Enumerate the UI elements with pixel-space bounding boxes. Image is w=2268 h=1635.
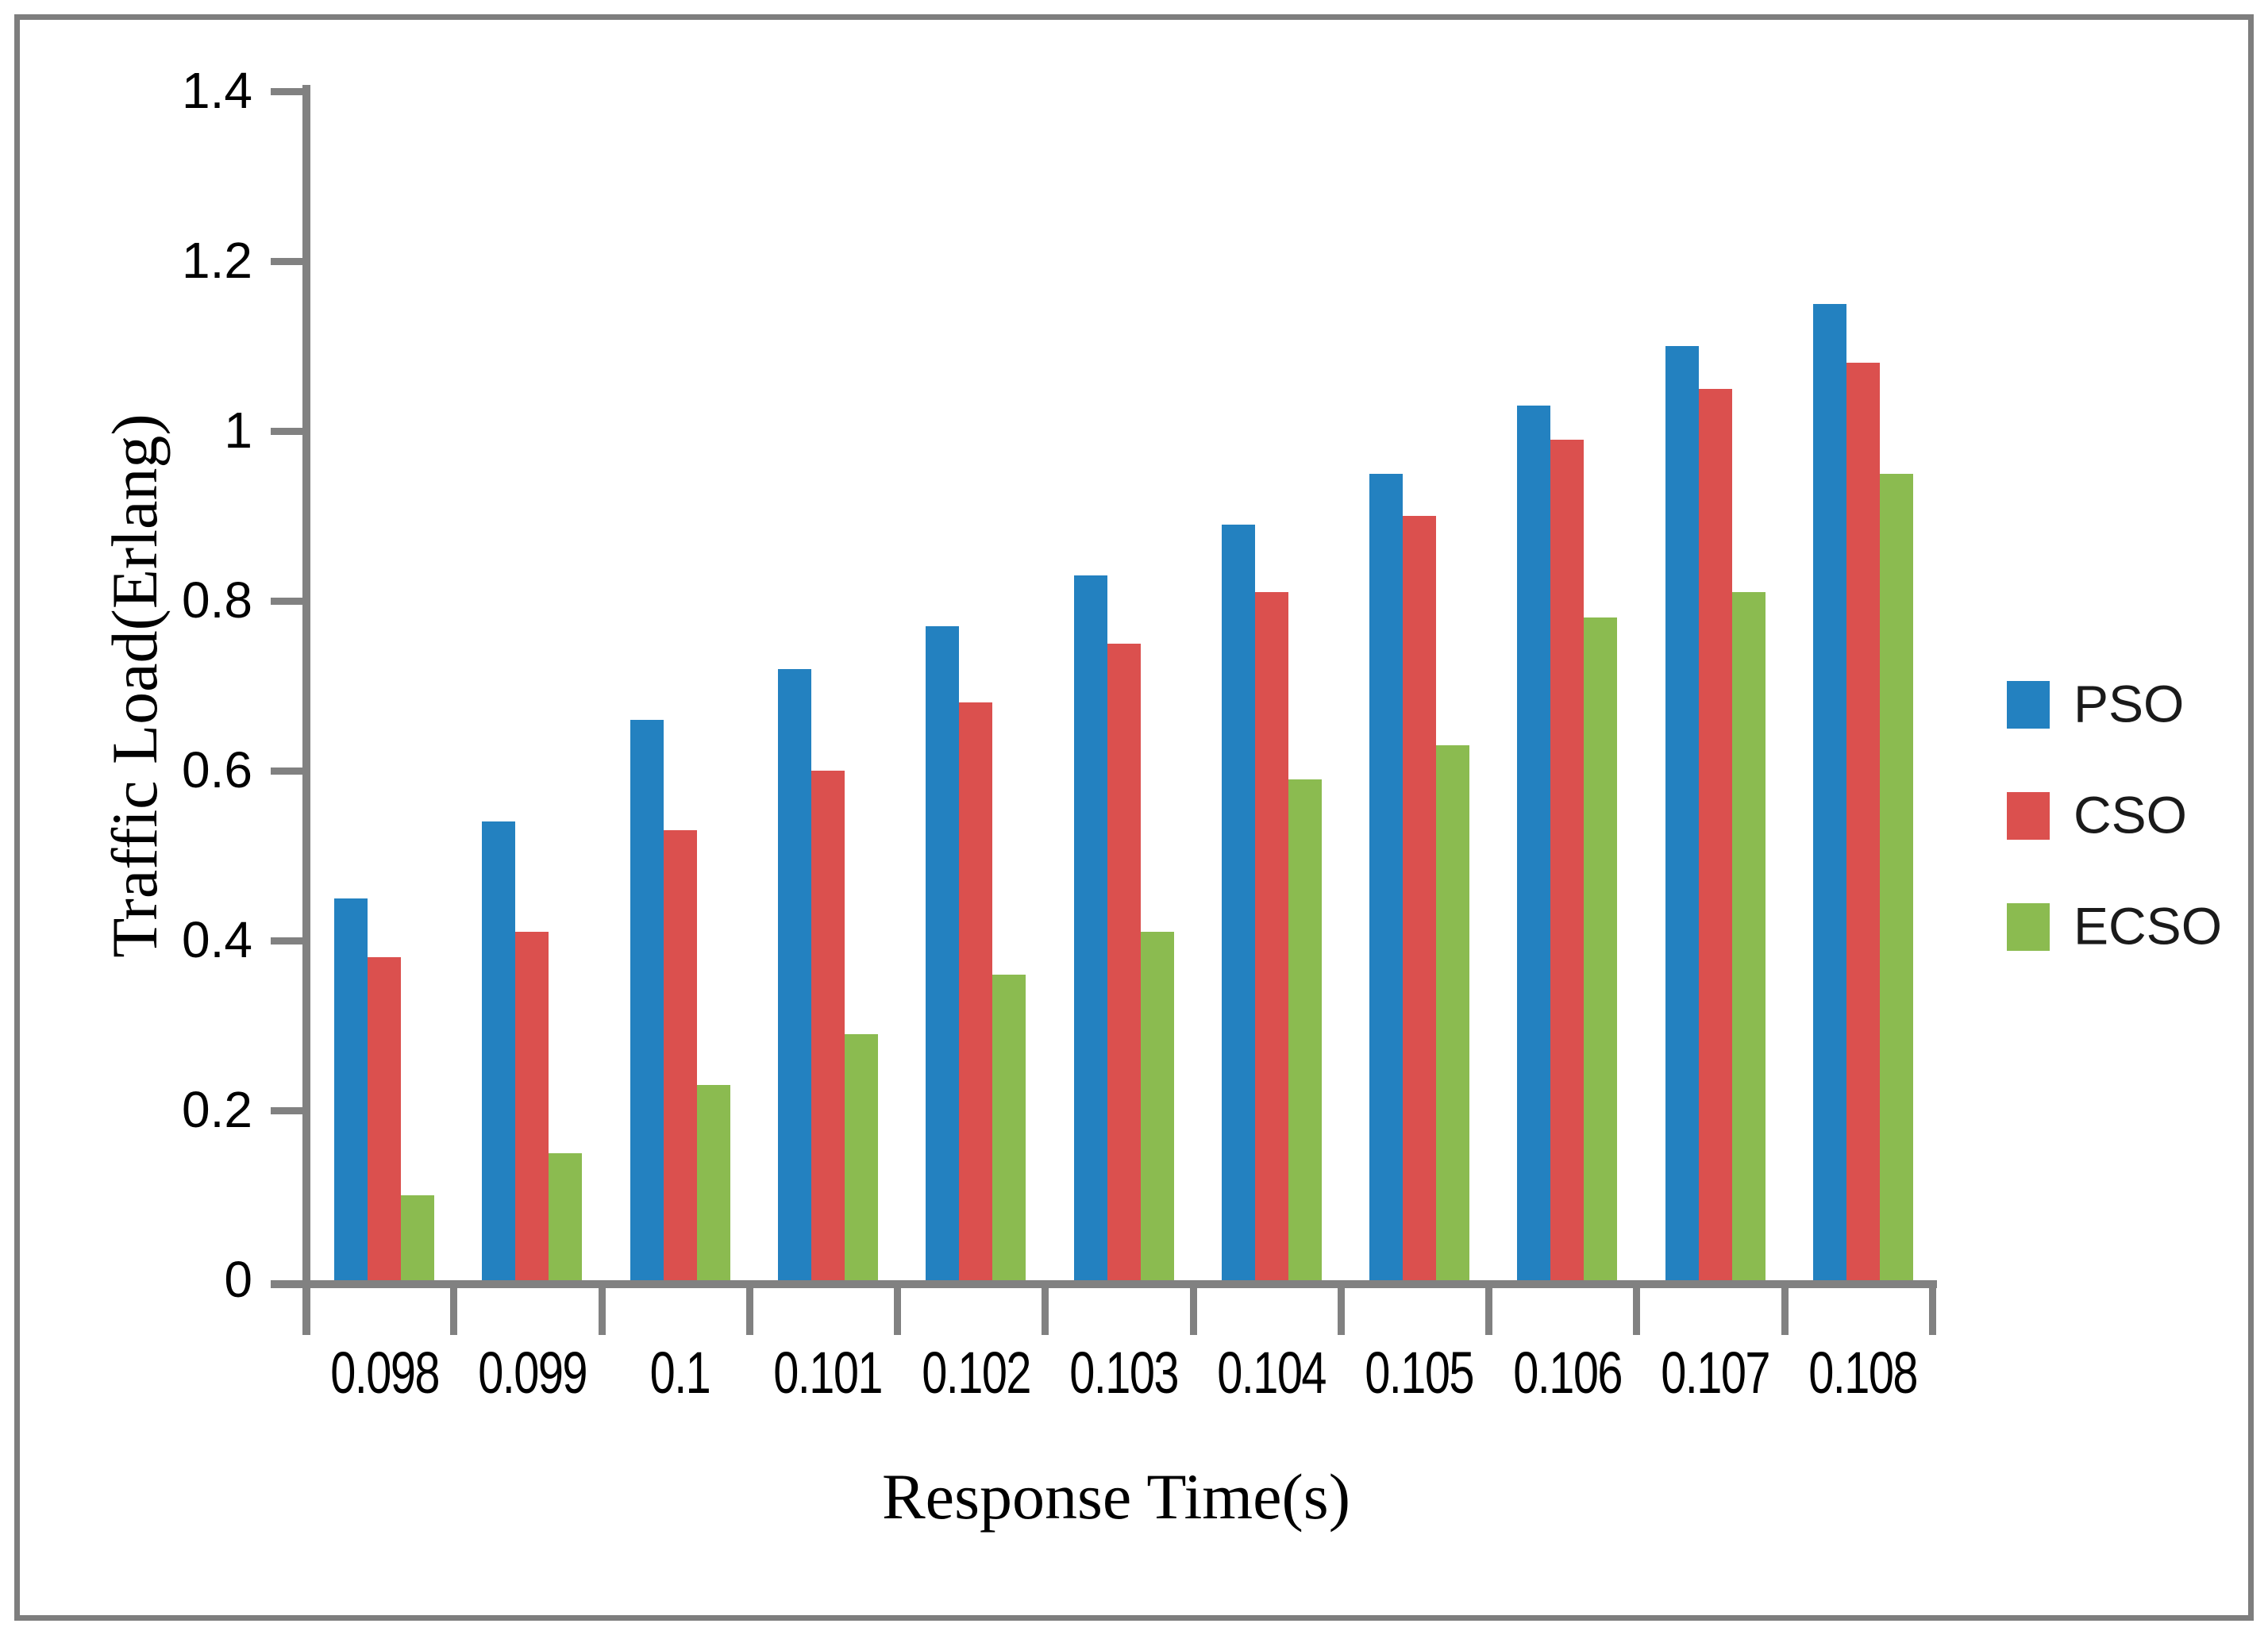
x-axis-line (271, 1280, 1937, 1288)
y-tick-mark (271, 1107, 302, 1114)
x-tick-label: 0.105 (1365, 1340, 1475, 1406)
bar-pso-0.107 (1665, 346, 1699, 1280)
x-tick-mark (1189, 1288, 1197, 1335)
x-tick-label: 0.107 (1661, 1340, 1770, 1406)
bar-ecso-0.108 (1879, 473, 1913, 1280)
bar-ecso-0.103 (1140, 932, 1174, 1280)
y-tick-label: 1.2 (182, 232, 252, 289)
x-tick-mark (1929, 1288, 1936, 1335)
legend-item-pso: PSO (2007, 674, 2261, 733)
legend-item-ecso: ECSO (2007, 896, 2261, 956)
x-tick-mark (450, 1288, 458, 1335)
y-tick-mark (271, 88, 302, 95)
y-tick-mark (271, 598, 302, 605)
x-axis-title: Response Time(s) (881, 1460, 1351, 1533)
y-tick-mark (271, 258, 302, 265)
y-axis-line (302, 85, 310, 1335)
y-tick-label: 1.4 (182, 62, 252, 119)
x-tick-label: 0.098 (329, 1340, 440, 1406)
y-tick-mark (271, 767, 302, 775)
bar-ecso-0.098 (401, 1195, 435, 1280)
x-tick-mark (598, 1288, 606, 1335)
x-tick-label: 0.101 (773, 1340, 884, 1406)
bar-ecso-0.107 (1731, 592, 1765, 1280)
x-tick-mark (1633, 1288, 1641, 1335)
x-tick-label: 0.099 (478, 1340, 587, 1406)
bar-cso-0.106 (1550, 439, 1585, 1280)
bar-cso-0.104 (1254, 592, 1288, 1280)
x-tick-mark (894, 1288, 902, 1335)
bar-cso-0.105 (1403, 516, 1437, 1280)
x-tick-mark (1337, 1288, 1345, 1335)
x-tick-label: 0.104 (1217, 1340, 1327, 1406)
bar-cso-0.101 (811, 771, 845, 1280)
bar-ecso-0.102 (992, 974, 1026, 1280)
bar-cso-0.1 (663, 829, 697, 1280)
bar-cso-0.102 (959, 702, 993, 1280)
bar-ecso-0.101 (844, 1033, 878, 1280)
legend-swatch-pso (2007, 681, 2050, 729)
x-tick-label: 0.106 (1512, 1340, 1623, 1406)
figure-border (14, 14, 2254, 1621)
y-tick-mark (271, 428, 302, 435)
y-tick-label: 1 (224, 402, 252, 459)
y-tick-label: 0 (224, 1251, 252, 1308)
x-tick-label: 0.102 (921, 1340, 1031, 1406)
bar-cso-0.107 (1698, 388, 1732, 1280)
bar-pso-0.098 (334, 898, 368, 1280)
legend-swatch-cso (2007, 792, 2050, 840)
bar-pso-0.106 (1517, 405, 1551, 1280)
y-tick-label: 0.2 (182, 1081, 252, 1138)
y-tick-label: 0.8 (182, 571, 252, 629)
legend-swatch-ecso (2007, 903, 2050, 951)
bar-pso-0.102 (926, 626, 960, 1280)
x-tick-mark (745, 1288, 753, 1335)
y-axis-title: Traffic Load(Erlang) (98, 414, 171, 958)
legend-item-cso: CSO (2007, 785, 2261, 844)
bar-pso-0.108 (1812, 303, 1846, 1280)
bar-pso-0.104 (1221, 524, 1255, 1280)
bar-pso-0.099 (482, 821, 516, 1280)
x-tick-label: 0.1 (649, 1340, 711, 1406)
bar-cso-0.098 (368, 957, 402, 1280)
bar-ecso-0.1 (696, 1084, 730, 1280)
x-tick-label: 0.108 (1808, 1340, 1919, 1406)
legend-label-ecso: ECSO (2074, 896, 2223, 956)
x-tick-mark (1781, 1288, 1789, 1335)
bar-ecso-0.106 (1584, 617, 1618, 1280)
bar-ecso-0.104 (1288, 779, 1322, 1280)
bar-cso-0.108 (1846, 363, 1880, 1280)
bar-cso-0.103 (1107, 643, 1141, 1280)
x-tick-mark (1042, 1288, 1049, 1335)
y-tick-mark (271, 937, 302, 944)
legend-label-cso: CSO (2074, 785, 2188, 844)
bar-pso-0.105 (1369, 473, 1404, 1280)
x-tick-label: 0.103 (1069, 1340, 1179, 1406)
y-tick-label: 0.4 (182, 911, 252, 968)
bar-cso-0.099 (515, 932, 549, 1280)
bar-pso-0.103 (1073, 575, 1107, 1280)
x-tick-mark (1485, 1288, 1493, 1335)
bar-pso-0.101 (777, 668, 811, 1280)
legend-label-pso: PSO (2074, 674, 2185, 733)
bar-pso-0.1 (630, 719, 664, 1280)
bar-ecso-0.099 (549, 1152, 583, 1280)
bar-ecso-0.105 (1436, 744, 1470, 1280)
y-tick-label: 0.6 (182, 741, 252, 798)
